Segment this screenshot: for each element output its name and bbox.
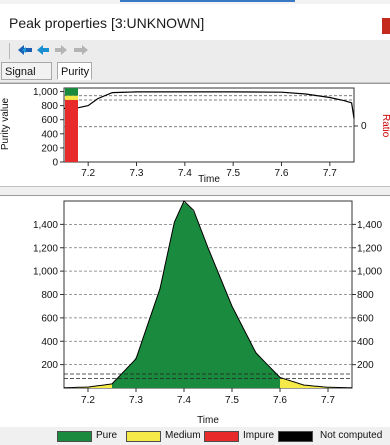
purity-y-tick-label: 400 xyxy=(41,129,58,140)
legend-swatch-not-computed xyxy=(278,431,313,442)
peak-y-tick-label-left: 800 xyxy=(41,290,58,301)
purity-series-line xyxy=(64,91,355,119)
purity-x-tick-label: 7.4 xyxy=(178,168,192,179)
peak-band-medium xyxy=(64,383,112,388)
purity-legend: Pure Medium Impure Not computed xyxy=(0,427,390,445)
purity-y-axis-label: Purity value xyxy=(0,97,11,150)
tab-signal[interactable]: Signal xyxy=(1,62,52,80)
back-double-arrow-icon[interactable] xyxy=(16,41,34,59)
peak-band-pure xyxy=(112,202,280,388)
legend-label-medium: Medium xyxy=(165,430,201,441)
legend-label-impure: Impure xyxy=(243,430,275,441)
peak-y-tick-label-left: 1,200 xyxy=(33,243,58,254)
tab-purity[interactable]: Purity xyxy=(57,62,92,80)
forward-double-arrow-icon xyxy=(72,41,90,59)
legend-label-not-computed: Not computed xyxy=(320,430,383,441)
purity-chart-panel: 1,000 800 600 400 200 0 7.2 7.3 7.4 7.5 7.6 7.7 Pu… xyxy=(0,83,390,187)
peak-y-tick-label-right: 1,000 xyxy=(357,267,382,278)
peak-x-tick-label: 7.2 xyxy=(81,395,95,406)
peak-y-tick-label-left: 400 xyxy=(41,337,58,348)
peak-x-axis-label: Time xyxy=(197,415,219,426)
tab-purity-label: Purity xyxy=(61,66,90,78)
purity-x-axis-label: Time xyxy=(198,174,220,185)
back-arrow-icon[interactable] xyxy=(34,41,52,59)
purity-y-tick-label: 1,000 xyxy=(33,87,58,98)
legend-swatch-pure xyxy=(57,431,92,442)
legend-swatch-impure xyxy=(204,431,239,442)
peak-band-medium xyxy=(280,377,352,388)
legend-swatch-medium xyxy=(126,431,161,442)
peak-y-tick-label-left: 600 xyxy=(41,313,58,324)
close-icon[interactable] xyxy=(382,18,390,34)
purity-band-pure xyxy=(65,88,78,96)
purity-y-tick-label: 200 xyxy=(41,143,58,154)
toolbar xyxy=(0,40,390,60)
tab-bar: Signal Purity xyxy=(0,60,390,83)
purity-band-medium xyxy=(65,95,78,100)
legend-label-pure: Pure xyxy=(96,430,118,441)
peak-x-tick-label: 7.5 xyxy=(225,395,239,406)
toolbar-grip xyxy=(9,43,10,59)
peak-y-tick-label-right: 1,400 xyxy=(357,220,382,231)
purity-plot-frame xyxy=(63,87,355,163)
purity-x-tick-label: 7.5 xyxy=(226,168,240,179)
focus-line xyxy=(120,0,295,2)
purity-y-tick-label: 600 xyxy=(41,115,58,126)
peak-x-tick-label: 7.3 xyxy=(129,395,143,406)
purity-x-tick-label: 7.7 xyxy=(323,168,337,179)
peak-y-tick-label-right: 400 xyxy=(357,337,374,348)
purity-band-impure xyxy=(65,99,78,162)
ratio-tick-label: 0 xyxy=(361,121,367,132)
purity-chart: 1,000 800 600 400 200 0 7.2 7.3 7.4 7.5 7.6 7.7 Pu… xyxy=(0,87,390,185)
window-title: Peak properties [3:UNKNOWN] xyxy=(9,15,205,31)
peak-chart-panel: 1,400 1,200 1,000 800 600 400 200 1,400 1,200 1,… xyxy=(0,196,390,427)
peak-y-tick-label-left: 1,400 xyxy=(33,220,58,231)
peak-y-tick-label-right: 600 xyxy=(357,313,374,324)
purity-y-tick-label: 0 xyxy=(52,158,58,169)
peak-y-tick-label-right: 1,200 xyxy=(357,243,382,254)
purity-x-tick-label: 7.6 xyxy=(275,168,289,179)
peak-x-tick-label: 7.7 xyxy=(321,395,335,406)
tab-signal-label: Signal xyxy=(5,66,36,78)
panel-splitter[interactable] xyxy=(0,186,390,196)
purity-y-tick-label: 800 xyxy=(41,101,58,112)
ratio-axis-label: Ratio xyxy=(380,114,390,138)
peak-y-tick-label-right: 200 xyxy=(357,360,374,371)
purity-x-tick-label: 7.3 xyxy=(130,168,144,179)
peak-x-tick-label: 7.4 xyxy=(177,395,191,406)
purity-x-tick-label: 7.2 xyxy=(81,168,95,179)
title-bar: Peak properties [3:UNKNOWN] xyxy=(0,4,390,41)
peak-y-tick-label-left: 200 xyxy=(41,360,58,371)
top-edge xyxy=(0,0,390,4)
peak-outline xyxy=(63,200,353,389)
peak-y-tick-label-right: 800 xyxy=(357,290,374,301)
peak-chart: 1,400 1,200 1,000 800 600 400 200 1,400 1,200 1,… xyxy=(33,200,382,426)
peak-y-tick-label-left: 1,000 xyxy=(33,267,58,278)
peak-x-tick-label: 7.6 xyxy=(273,395,287,406)
forward-arrow-icon xyxy=(52,41,70,59)
